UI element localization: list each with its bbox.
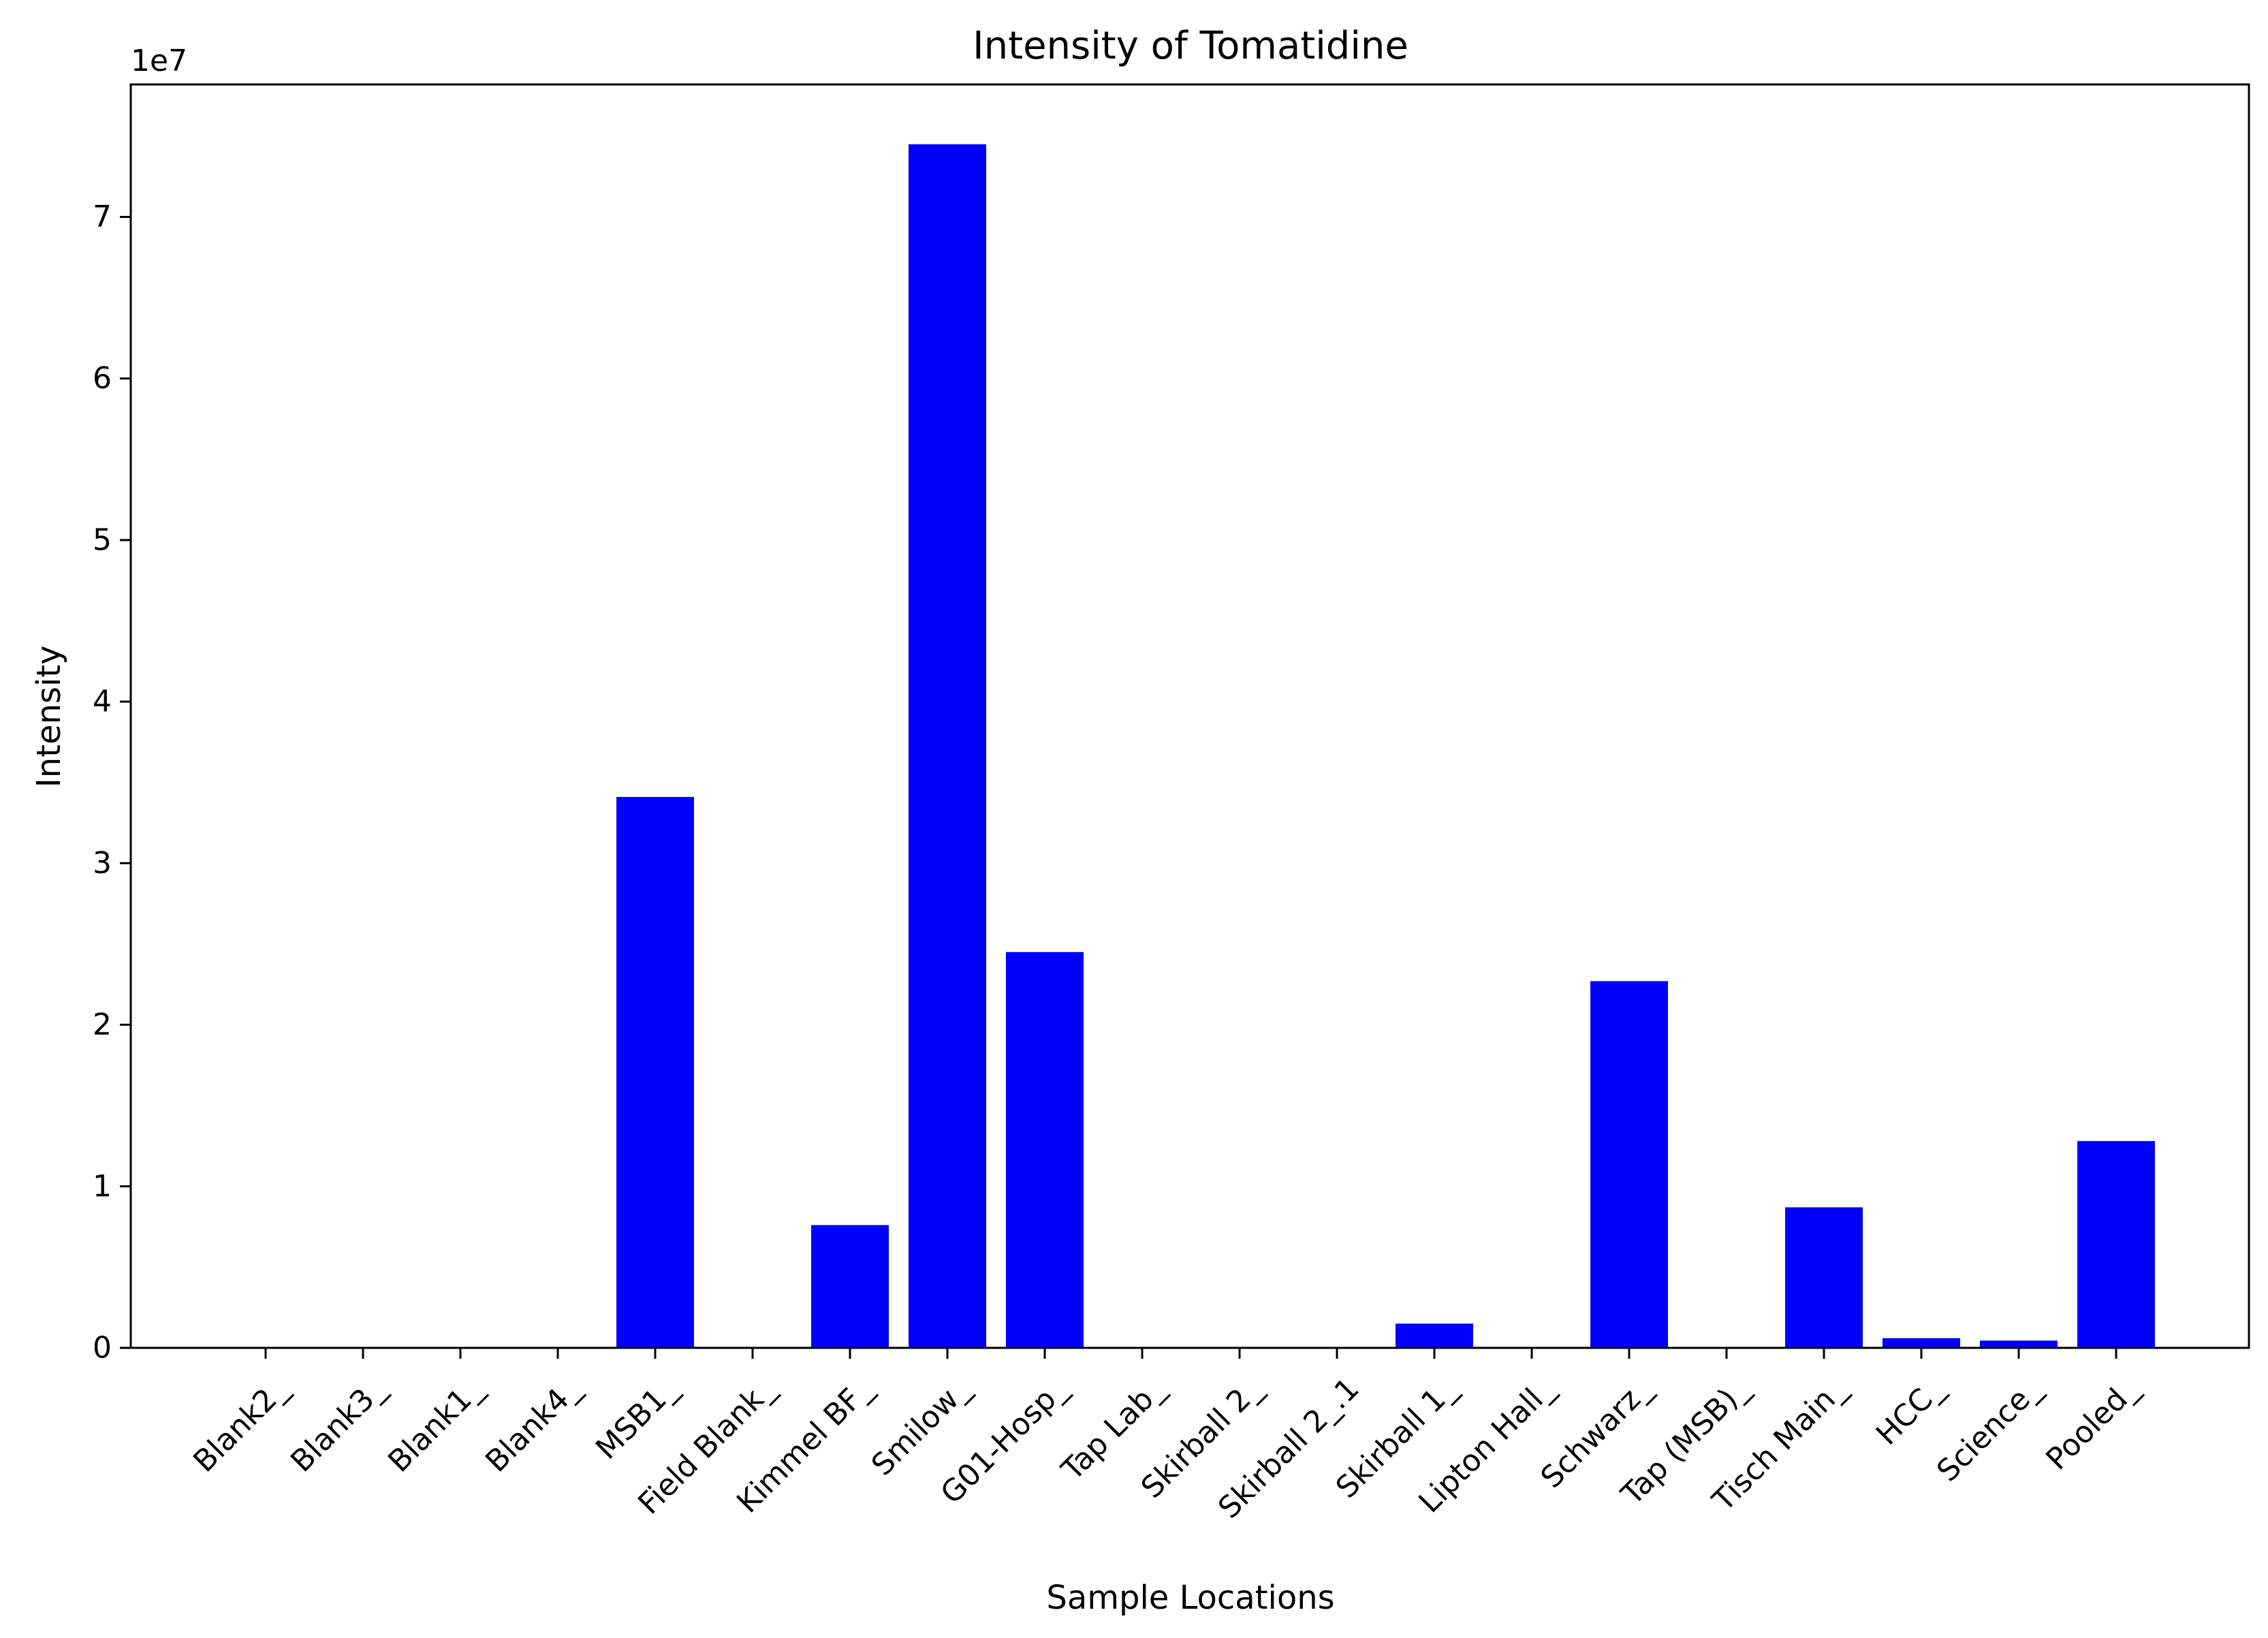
chart-title: Intensity of Tomatidine [973, 24, 1408, 68]
bar-kimmel-bf- [811, 1225, 889, 1348]
bar-tisch-main- [1785, 1207, 1863, 1348]
y-tick-label: 2 [93, 1007, 112, 1042]
y-tick-label: 1 [93, 1169, 112, 1203]
y-axis-ticks: 0 1 2 3 4 5 6 7 [93, 200, 131, 1366]
bar-hcc- [1883, 1338, 1960, 1348]
bar-skirball-1- [1396, 1323, 1473, 1348]
bar-g01-hosp- [1006, 951, 1084, 1348]
plot-frame [129, 83, 2250, 1349]
bar-schwarz- [1590, 981, 1668, 1348]
y-tick-label: 0 [93, 1331, 112, 1366]
bar-smilow- [909, 144, 986, 1348]
bar-msb1- [616, 797, 694, 1348]
y-tick-label: 5 [93, 522, 112, 557]
y-tick-label: 4 [93, 684, 112, 719]
bar-science- [1980, 1340, 2058, 1348]
y-axis-label: Intensity [30, 646, 68, 788]
y-tick-label: 3 [93, 846, 112, 881]
bar-pooled- [2077, 1141, 2155, 1348]
y-tick-label: 6 [93, 361, 112, 396]
x-axis-label: Sample Locations [1046, 1579, 1334, 1617]
y-tick-label: 7 [93, 200, 112, 234]
bars-group [616, 144, 2155, 1348]
y-axis-offset-label: 1e7 [131, 44, 187, 78]
